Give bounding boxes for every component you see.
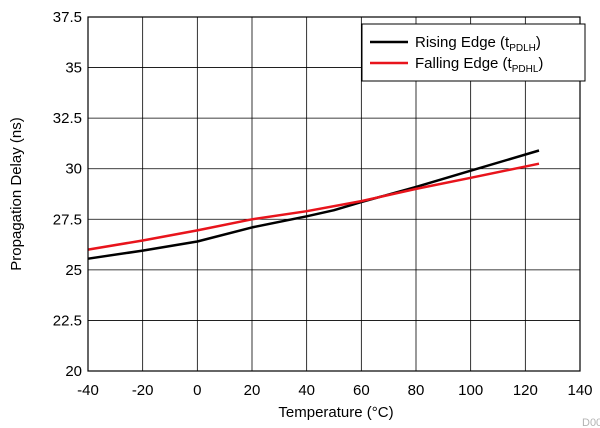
x-tick-label: 140: [567, 382, 592, 399]
series-line-falling-edge: [87, 162, 540, 251]
x-tick-label: -20: [132, 382, 154, 399]
series-lines: [87, 149, 540, 260]
legend-box: [361, 23, 586, 82]
y-tick-label: 20: [65, 363, 82, 380]
y-tick-labels: 20 22.5 25 27.5 30 32.5 35 37.5: [53, 9, 82, 380]
y-tick-label: 25: [65, 262, 82, 279]
y-tick-label: 37.5: [53, 9, 82, 26]
plot-frame: [87, 16, 581, 372]
y-tick-label: 27.5: [53, 211, 82, 228]
y-tick-label: 30: [65, 161, 82, 178]
x-tick-label: 120: [513, 382, 538, 399]
x-tick-label: 0: [193, 382, 201, 399]
legend: Rising Edge (tPDLH) Falling Edge (tPDHL): [361, 23, 586, 82]
x-tick-label: 40: [298, 382, 315, 399]
series-line-rising-edge: [87, 149, 540, 260]
x-tick-label: -40: [77, 382, 99, 399]
y-tick-label: 32.5: [53, 110, 82, 127]
x-tick-label: 60: [353, 382, 370, 399]
x-tick-label: 100: [458, 382, 483, 399]
legend-label-falling-edge: Falling Edge (tPDHL): [415, 55, 543, 75]
x-tick-label: 20: [244, 382, 261, 399]
x-axis-title: Temperature (°C): [278, 404, 393, 421]
figure-id-watermark: D00: [582, 417, 600, 428]
y-axis-title: Propagation Delay (ns): [8, 117, 25, 270]
y-tick-label: 35: [65, 60, 82, 77]
legend-label-rising-edge: Rising Edge (tPDLH): [415, 34, 541, 54]
y-tick-label: 22.5: [53, 312, 82, 329]
x-tick-label: 80: [408, 382, 425, 399]
x-tick-labels: -40 -20 0 20 40 60 80 100 120 140: [77, 382, 592, 399]
